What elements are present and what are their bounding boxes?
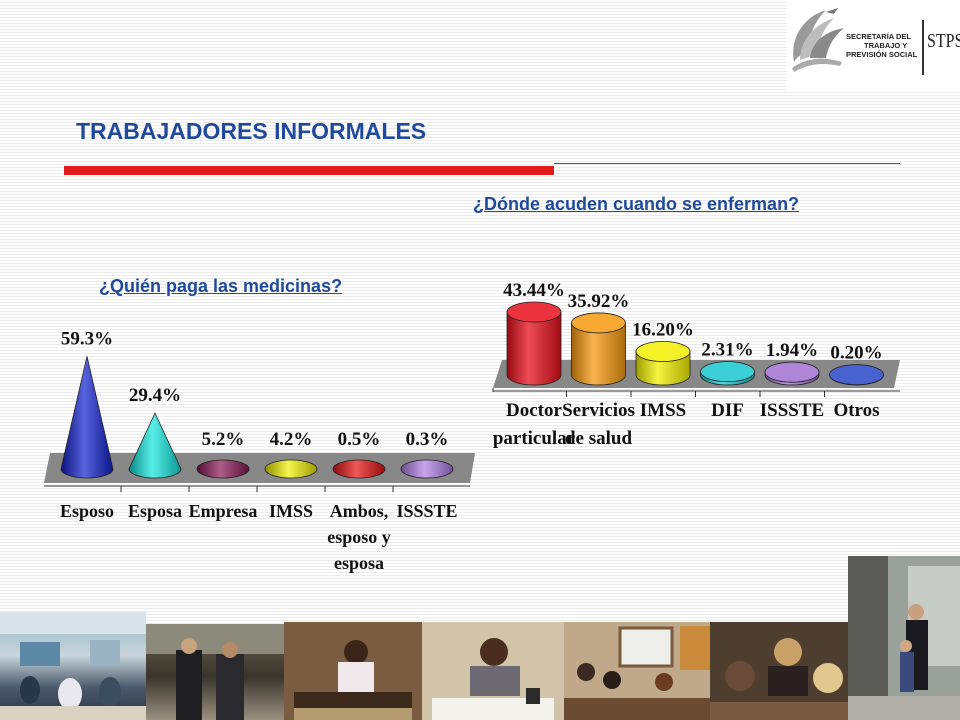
chart-1-value-label: 43.44% [503, 280, 565, 301]
family-door-scene-icon [848, 556, 960, 720]
chart-2-cone-base [332, 459, 386, 479]
chart-2-cone-base [264, 459, 318, 479]
chart-2-cone-base [400, 459, 454, 479]
meeting-scene-icon [564, 622, 710, 720]
chart-2-bar [60, 356, 114, 479]
chart-2-category-label: Esposo [60, 501, 114, 521]
chart-1-category-label: de salud [565, 428, 632, 449]
chart-1-value-label: 1.94% [766, 340, 818, 361]
chart-1-bar [635, 341, 691, 386]
photo-businessmen [146, 624, 284, 720]
photo-meeting [564, 622, 710, 720]
classroom-scene-icon [0, 612, 146, 720]
chart-1-value-label: 2.31% [701, 340, 753, 361]
chart-1-category-label: Otros [833, 400, 879, 421]
chart-1-bar-body [506, 311, 562, 386]
chart-1-bar [700, 361, 755, 386]
chart-1-category-label: DIF [711, 400, 744, 421]
chart-2-category-label: esposo y [327, 527, 391, 547]
chart-2-value-label: 5.2% [202, 429, 245, 450]
chart-2-value-label: 29.4% [129, 385, 181, 406]
writing-scene-icon [422, 622, 564, 720]
chart-2-category-label: ISSSTE [396, 501, 457, 521]
eagle-emblem-icon [792, 8, 844, 72]
chart-1-category-label: particular [493, 428, 576, 449]
chart-2-bar [128, 412, 182, 479]
chart-2-category-label: esposa [334, 553, 384, 573]
chart-1-bar-top [635, 341, 691, 362]
chart-2-value-label: 0.3% [406, 429, 449, 450]
photo-women-desk [710, 622, 848, 720]
chart-2-title: ¿Quién paga las medicinas? [99, 276, 343, 296]
chart-1-bar-top [829, 364, 884, 386]
page-title: TRABAJADORES INFORMALES [76, 118, 427, 144]
chart-1-bar [506, 301, 562, 386]
chart-1-bar-top [700, 361, 755, 383]
chart-1-bar-top [506, 301, 562, 323]
chart-2-cone [128, 412, 182, 479]
chart-2-cone [60, 356, 114, 479]
chart-2-bar [264, 459, 318, 479]
chart-1-bar-top [571, 312, 626, 334]
chart-2-value-label: 0.5% [338, 429, 381, 450]
chart-2-cone-base [196, 459, 250, 479]
chart-2-bar [332, 459, 386, 479]
title-rule-thick [64, 166, 554, 175]
chart-2-bar [400, 459, 454, 479]
women-desk-scene-icon [710, 622, 848, 720]
chart-2-category-label: Empresa [189, 501, 258, 521]
chart-2-category-label: IMSS [269, 501, 313, 521]
photo-strip [0, 552, 960, 720]
logo-line-3: PREVISIÓN SOCIAL [846, 50, 918, 59]
logo-line-1: SECRETARÍA DEL [846, 32, 912, 41]
logo-line-2: TRABAJO Y [864, 41, 908, 50]
photo-family-door [848, 556, 960, 720]
stps-logo: SECRETARÍA DEL TRABAJO Y PREVISIÓN SOCIA… [786, 0, 960, 92]
chart-1-value-label: 35.92% [568, 291, 630, 312]
photo-woman-weaving [284, 622, 422, 720]
photo-woman-writing [422, 622, 564, 720]
chart-1-category-label: Doctor [506, 400, 562, 421]
chart-1-category-label: IMSS [640, 400, 686, 421]
logo-acronym: STPS [927, 30, 960, 52]
chart-2-category-label: Ambos, [330, 501, 389, 521]
weaving-scene-icon [284, 622, 422, 720]
chart-1-bar [764, 361, 820, 386]
chart-2-value-label: 59.3% [61, 328, 113, 349]
chart-1-title: ¿Dónde acuden cuando se enferman? [473, 194, 800, 214]
chart-2-value-label: 4.2% [270, 429, 313, 450]
chart-1-category-label: Servicios [562, 400, 635, 421]
chart-2-bar [196, 459, 250, 479]
chart-2-category-label: Esposa [128, 501, 182, 521]
chart-1-value-label: 16.20% [632, 320, 694, 341]
chart-1-bar-top [764, 361, 820, 383]
logo-text: SECRETARÍA DEL TRABAJO Y PREVISIÓN SOCIA… [846, 32, 917, 59]
photo-classroom [0, 612, 146, 720]
chart-1-bar [571, 312, 626, 386]
businessmen-scene-icon [146, 624, 284, 720]
chart-1-bar-body [571, 322, 626, 386]
chart-1-bar [829, 364, 884, 386]
chart-1-value-label: 0.20% [830, 343, 882, 364]
logo-divider [922, 20, 924, 75]
title-rule-thin [554, 163, 900, 164]
chart-1-category-label: ISSSTE [760, 400, 824, 421]
